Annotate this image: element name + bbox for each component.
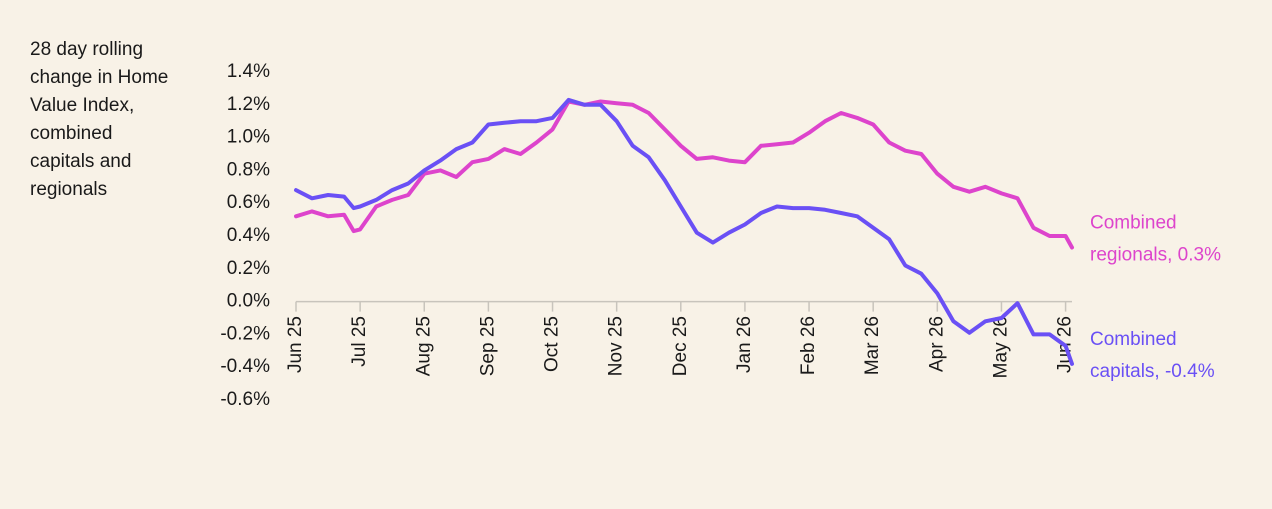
y-axis-title: change in Home <box>30 67 168 88</box>
x-tick-label: Nov 25 <box>606 316 627 376</box>
y-tick-label: 1.0% <box>227 127 270 148</box>
y-tick-label: 0.4% <box>227 225 270 246</box>
x-tick-label: Mar 26 <box>862 316 883 375</box>
y-tick-label: -0.4% <box>220 356 270 377</box>
y-tick-label: 0.2% <box>227 258 270 279</box>
x-tick-label: May 26 <box>990 316 1011 378</box>
y-tick-label: 0.8% <box>227 159 270 180</box>
series-label: regionals, 0.3% <box>1090 244 1221 265</box>
x-tick-label: Aug 25 <box>413 316 434 376</box>
y-tick-label: 1.4% <box>227 61 270 82</box>
line-series <box>294 99 1074 250</box>
y-axis-title: Value Index, <box>30 95 134 116</box>
y-axis-title: capitals and <box>30 151 131 172</box>
y-axis-title: combined <box>30 123 112 144</box>
line-series <box>294 97 1074 366</box>
y-tick-label: 1.2% <box>227 94 270 115</box>
x-tick-label: Jun 25 <box>285 316 306 373</box>
x-tick-label: Apr 26 <box>926 316 947 372</box>
x-tick-label: Dec 25 <box>670 316 691 376</box>
x-tick-label: Sep 25 <box>477 316 498 376</box>
y-tick-label: 0.0% <box>227 291 270 312</box>
x-tick-label: Jan 26 <box>734 316 755 373</box>
x-tick-label: Jul 25 <box>349 316 370 367</box>
y-tick-label: -0.6% <box>220 389 270 410</box>
y-tick-label: 0.6% <box>227 192 270 213</box>
x-tick-label: Oct 25 <box>542 316 563 372</box>
series-label: Combined <box>1090 329 1177 350</box>
series-label: capitals, -0.4% <box>1090 361 1215 382</box>
y-axis-title: 28 day rolling <box>30 39 143 60</box>
x-tick-label: Feb 26 <box>798 316 819 375</box>
y-axis-title: regionals <box>30 179 107 200</box>
series-label: Combined <box>1090 212 1177 233</box>
y-tick-label: -0.2% <box>220 323 270 344</box>
